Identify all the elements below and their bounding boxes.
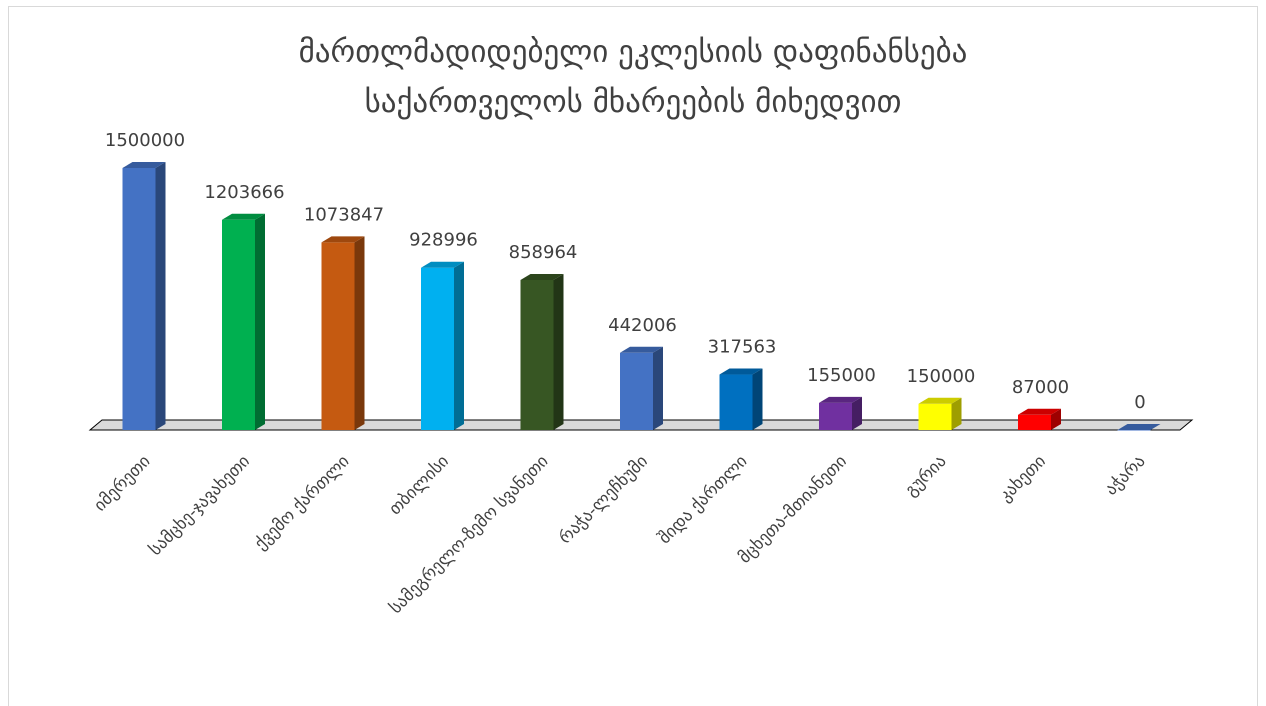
category-label: გურია [901, 451, 950, 500]
bar [222, 213, 265, 430]
bar [1117, 424, 1161, 431]
bar [719, 368, 763, 430]
bar-side [752, 368, 763, 430]
bar-side [852, 396, 862, 430]
bar [620, 346, 663, 430]
category-label: თბილისი [385, 451, 453, 519]
chart-title-line-1: მართლმადიდებელი ეკლესიის დაფინანსება [299, 34, 968, 70]
bar-front [1117, 430, 1151, 431]
category-label: ქვემო ქართლი [251, 451, 354, 554]
bar-front [719, 374, 753, 430]
bar-front [620, 352, 653, 430]
data-label: 155000 [807, 365, 876, 386]
bar-top [918, 397, 962, 404]
bar-front [819, 402, 852, 430]
bar-top [1018, 408, 1061, 415]
data-label: 317563 [708, 337, 777, 358]
bar [918, 397, 962, 430]
bars [122, 162, 1161, 431]
bar-side [255, 213, 265, 430]
bar [122, 162, 166, 430]
data-label: 0 [1134, 392, 1145, 413]
bar [819, 396, 862, 430]
chart-title-line-2: საქართველოს მხარეების მიხედვით [365, 84, 902, 120]
bar-side [454, 261, 464, 430]
data-label: 150000 [907, 366, 976, 387]
data-label: 1203666 [204, 182, 284, 203]
category-label: კახეთი [995, 451, 1050, 506]
bar-side [354, 236, 365, 430]
bar-top [421, 261, 464, 268]
bar-top [1117, 424, 1161, 430]
bar-front [421, 267, 454, 430]
data-label: 1073847 [304, 204, 384, 225]
bar-front [222, 219, 255, 430]
bar-top [222, 213, 265, 220]
data-label: 87000 [1012, 377, 1069, 398]
data-label: 1500000 [105, 130, 185, 151]
bar-top [620, 346, 663, 353]
bar-side [951, 397, 962, 430]
category-label: რაჭა-ლეჩხუმი [555, 451, 652, 548]
category-label: მცხეთა-მთიანეთი [735, 451, 851, 567]
bar-front [918, 403, 952, 430]
bar-side [155, 162, 166, 430]
category-label: იმერეთი [90, 451, 154, 515]
data-label: 858964 [509, 242, 578, 263]
bar [321, 236, 365, 430]
bar-top [520, 273, 564, 280]
bar [1018, 408, 1061, 430]
data-label: 442006 [608, 315, 677, 336]
category-label: აჭარა [1101, 451, 1149, 499]
category-label: სამცხე-ჯავახეთი [146, 451, 254, 559]
bar [421, 261, 464, 430]
data-labels: 1500000120366610738479289968589644420063… [105, 130, 1146, 413]
bar-top [321, 236, 365, 243]
chart-title: მართლმადიდებელი ეკლესიის დაფინანსება საქ… [299, 34, 968, 120]
bar [520, 273, 564, 430]
bar-front [520, 279, 554, 430]
bar-top [819, 396, 862, 403]
bar-front [1018, 414, 1051, 430]
bar-side [553, 273, 564, 430]
bar-top [719, 368, 763, 375]
data-label: 928996 [409, 230, 478, 251]
category-label: შიდა ქართლი [655, 451, 752, 548]
bar-side [1051, 408, 1061, 430]
bar-front [122, 168, 156, 430]
category-label: სამეგრელო-ზემო სვანეთი [386, 451, 553, 618]
bar-front [321, 242, 355, 430]
bar-side [653, 346, 663, 430]
bar-top [122, 162, 166, 168]
